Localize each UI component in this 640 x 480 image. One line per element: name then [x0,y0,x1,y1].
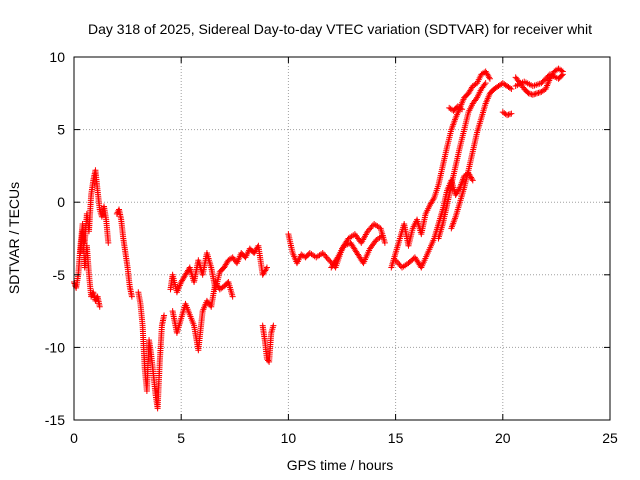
data-point [263,265,270,272]
y-tick-label: -15 [45,412,65,428]
y-tick-label: -10 [45,339,65,355]
data-point [368,223,375,230]
data-point [323,254,330,261]
x-tick-label: 25 [602,430,618,446]
x-tick-label: 0 [70,430,78,446]
data-point [229,293,236,300]
data-point [430,196,437,203]
data-point [508,85,515,92]
data-point [381,239,388,246]
data-point [393,258,400,265]
data-point [469,177,476,184]
data-point [324,255,331,262]
data-point [367,225,374,232]
y-tick-label: 5 [57,122,65,138]
data-point [486,75,493,82]
data-point [396,261,403,268]
data-point [326,257,333,264]
grid [74,57,610,420]
x-tick-label: 5 [177,430,185,446]
data-point [372,238,379,245]
y-tick-label: 0 [57,194,65,210]
y-tick-label: -5 [53,267,66,283]
x-tick-label: 15 [388,430,404,446]
data-point [459,106,466,113]
x-axis-label: GPS time / hours [287,457,394,473]
data-point [366,226,373,233]
data-point [506,84,513,91]
data-point [128,293,135,300]
data-point [481,81,488,88]
x-tick-label: 10 [281,430,297,446]
chart-title: Day 318 of 2025, Sidereal Day-to-day VTE… [88,21,592,37]
data-point [395,260,402,267]
data-point [468,175,475,182]
y-tick-label: 10 [49,49,65,65]
data-point [486,74,493,81]
data-point [558,72,565,79]
data-point [457,105,464,112]
data-point [482,80,489,87]
data-point [559,71,566,78]
data-point [88,293,95,300]
data-point [364,228,371,235]
data-point [508,110,515,117]
data-point [322,252,329,259]
data-points [71,65,566,412]
data-point [263,264,270,271]
y-axis-label: SDTVAR / TECUs [6,182,22,294]
data-point [320,251,327,258]
data-point [473,96,479,103]
data-point [392,257,399,264]
data-point [96,303,103,310]
axis-ticks: 0 5 10 15 20 25 -15 -10 -5 0 5 10 [45,49,618,446]
data-point [379,232,386,239]
data-point [105,239,112,246]
data-point [92,297,99,304]
data-point [113,210,120,217]
data-point [161,312,168,319]
data-point [319,250,326,257]
plot-frame [73,56,611,421]
data-point [270,322,277,329]
x-tick-label: 20 [495,430,511,446]
data-point [333,255,340,262]
